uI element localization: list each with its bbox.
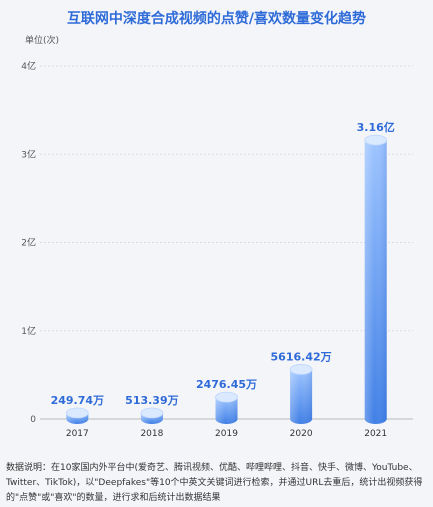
y-tick-label: 1亿 — [21, 325, 36, 337]
y-tick-label: 2亿 — [21, 237, 36, 249]
chart-title: 互联网中深度合成视频的点赞/喜欢数量变化趋势 — [66, 11, 367, 27]
data-label: 249.74万 — [51, 394, 104, 407]
bar-chart: 单位(次) 0 1亿 2亿 3亿 4亿 249.74万 513.39万 2476.45万 56… — [21, 34, 413, 439]
bar — [140, 407, 164, 424]
bar-shade — [215, 397, 238, 424]
bar-cap — [364, 134, 388, 146]
bar-cap — [289, 364, 313, 375]
data-label: 5616.42万 — [271, 350, 332, 363]
bar — [65, 407, 89, 424]
bar-shade — [290, 369, 313, 424]
bar — [289, 364, 313, 424]
y-tick-label: 4亿 — [21, 60, 36, 72]
y-axis-label: 单位(次) — [25, 34, 59, 46]
y-tick-label: 3亿 — [21, 148, 36, 160]
x-tick-label: 2021 — [364, 429, 387, 439]
x-tick-label: 2018 — [140, 429, 163, 439]
chart-area: 单位(次) 0 1亿 2亿 3亿 4亿 249.74万 513.39万 2476.45万 56… — [0, 29, 433, 449]
data-note: 数据说明：在10家国内外平台中(爱奇艺、腾讯视频、优酷、哔哩哔哩、抖音、快手、微… — [6, 463, 423, 503]
x-tick-label: 2017 — [66, 429, 89, 439]
x-tick-label: 2019 — [215, 429, 238, 439]
bar-cap — [215, 391, 238, 403]
bar-shade — [364, 140, 387, 424]
data-label: 2476.45万 — [196, 378, 257, 391]
data-label: 513.39万 — [125, 394, 178, 407]
x-tick-label: 2020 — [290, 429, 313, 439]
bar — [215, 391, 238, 424]
bar-cap — [140, 407, 164, 419]
bar — [364, 134, 388, 424]
bar-cap — [65, 407, 89, 419]
data-label: 3.16亿 — [357, 120, 395, 134]
y-tick-label: 0 — [30, 415, 36, 425]
